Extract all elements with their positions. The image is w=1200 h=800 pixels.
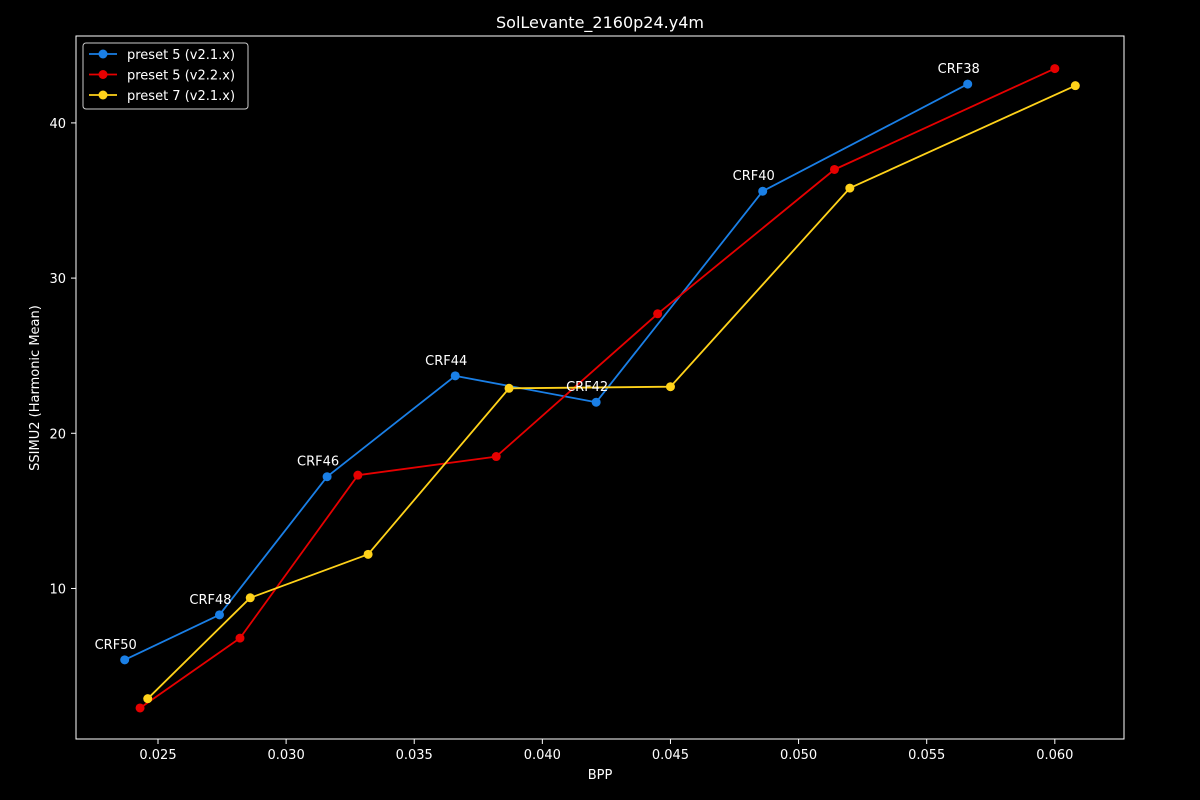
data-point-series-3 xyxy=(1070,81,1080,91)
data-point-series-2 xyxy=(235,633,245,643)
annotation-label: CRF44 xyxy=(425,354,467,369)
y-tick-label: 10 xyxy=(49,582,66,597)
x-axis-label: BPP xyxy=(588,768,613,783)
y-axis-label: SSIMU2 (Harmonic Mean) xyxy=(28,305,43,471)
chart-title: SolLevante_2160p24.y4m xyxy=(496,13,704,33)
legend-entry: preset 5 (v2.1.x) xyxy=(127,48,235,63)
data-point-series-1 xyxy=(450,371,460,381)
x-tick-label: 0.060 xyxy=(1036,748,1073,763)
data-point-series-1 xyxy=(214,610,224,620)
data-point-series-1 xyxy=(758,186,768,196)
legend: preset 5 (v2.1.x) preset 5 (v2.2.x) preset… xyxy=(82,42,249,110)
annotation-label: CRF50 xyxy=(95,638,137,653)
data-point-series-1 xyxy=(120,655,130,665)
legend-box xyxy=(82,42,249,110)
x-tick-label: 0.040 xyxy=(524,748,561,763)
axis-ticks: 0.025 0.030 0.035 0.040 0.045 0.050 0.055 0.060… xyxy=(49,117,1073,763)
data-point-series-3 xyxy=(363,549,373,559)
data-point-series-2 xyxy=(491,452,501,462)
legend-marker xyxy=(98,49,108,59)
data-point-series-3 xyxy=(245,593,255,603)
data-point-series-3 xyxy=(143,694,153,704)
data-point-series-3 xyxy=(665,382,675,392)
x-tick-label: 0.045 xyxy=(652,748,689,763)
data-point-series-2 xyxy=(353,470,363,480)
plot-frame xyxy=(75,35,1125,740)
y-tick-label: 40 xyxy=(49,117,66,132)
x-tick-label: 0.035 xyxy=(396,748,433,763)
data-point-series-2 xyxy=(653,309,663,319)
data-point-series-2 xyxy=(829,164,839,174)
legend-marker xyxy=(98,70,108,79)
data-point-series-2 xyxy=(1050,64,1060,74)
annotation-label: CRF42 xyxy=(566,380,608,395)
legend-entry: preset 5 (v2.2.x) xyxy=(127,69,235,84)
annotation-label: CRF48 xyxy=(189,593,231,608)
data-point-series-1 xyxy=(322,472,332,482)
x-tick-label: 0.050 xyxy=(780,748,817,763)
data-point-series-2 xyxy=(135,703,145,713)
data-point-series-3 xyxy=(504,383,514,393)
data-point-series-1 xyxy=(963,79,973,89)
y-tick-label: 30 xyxy=(49,272,66,287)
data-point-series-1 xyxy=(591,397,601,407)
annotation-label: CRF46 xyxy=(297,455,339,470)
annotation-label: CRF38 xyxy=(938,62,980,77)
plot-area: CRF50 CRF48 CRF46 CRF44 CRF42 CRF40 CRF38 xyxy=(95,62,1080,713)
x-tick-label: 0.030 xyxy=(268,748,305,763)
x-tick-label: 0.025 xyxy=(139,748,176,763)
data-point-series-3 xyxy=(845,183,855,193)
y-tick-label: 20 xyxy=(49,427,66,442)
annotation-label: CRF40 xyxy=(733,169,775,184)
legend-entry: preset 7 (v2.1.x) xyxy=(127,89,235,104)
x-tick-label: 0.055 xyxy=(908,748,945,763)
legend-marker xyxy=(98,90,108,100)
